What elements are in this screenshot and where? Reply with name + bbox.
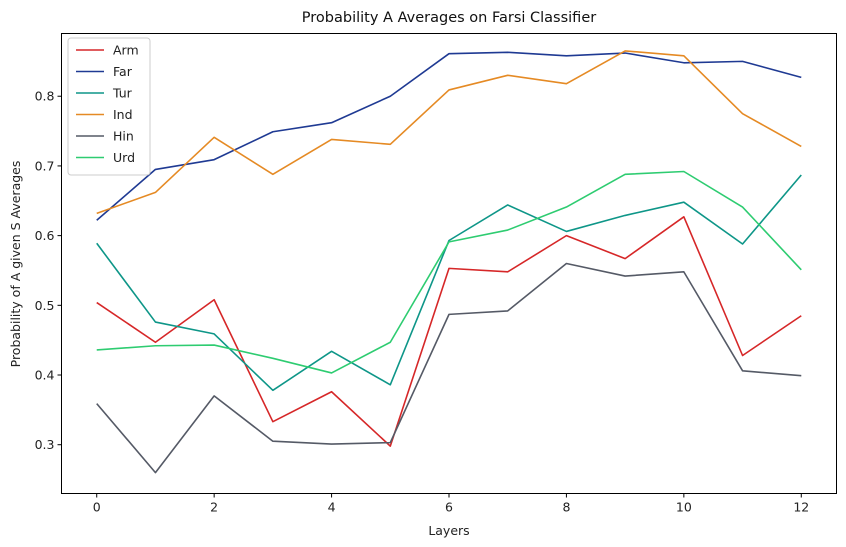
x-tick-label: 2 xyxy=(210,500,218,515)
series-line-ind xyxy=(96,50,802,215)
series-line-tur xyxy=(96,174,802,392)
legend-label-arm: Arm xyxy=(113,43,139,58)
legend-label-hin: Hin xyxy=(113,129,134,144)
chart-title: Probability A Averages on Farsi Classifi… xyxy=(302,10,596,26)
series-line-urd xyxy=(96,170,802,374)
y-axis-title: Probability of A given S Averages xyxy=(8,161,23,368)
x-tick-label: 0 xyxy=(93,500,101,515)
legend-label-ind: Ind xyxy=(113,107,133,122)
y-tick-label: 0.8 xyxy=(35,89,55,104)
y-tick-label: 0.5 xyxy=(35,298,55,313)
series-line-arm xyxy=(96,216,802,447)
legend-label-far: Far xyxy=(113,64,133,79)
legend-label-tur: Tur xyxy=(112,86,133,101)
legend: Arm Far Tur Ind Hin Urd xyxy=(67,37,151,176)
y-tick-label: 0.3 xyxy=(35,437,55,452)
x-tick-label: 4 xyxy=(328,500,336,515)
x-tick-label: 8 xyxy=(562,500,570,515)
series-line-far xyxy=(96,51,802,221)
series-line-hin xyxy=(96,262,802,474)
y-tick-label: 0.6 xyxy=(35,228,55,243)
y-tick-label: 0.7 xyxy=(35,158,55,173)
legend-box xyxy=(67,37,151,176)
x-tick-label: 10 xyxy=(676,500,692,515)
x-tick-label: 6 xyxy=(445,500,453,515)
plot-area xyxy=(96,50,802,474)
y-tick-label: 0.4 xyxy=(35,368,55,383)
legend-label-urd: Urd xyxy=(113,150,135,165)
x-tick-label: 12 xyxy=(793,500,809,515)
x-axis-title: Layers xyxy=(428,523,469,538)
